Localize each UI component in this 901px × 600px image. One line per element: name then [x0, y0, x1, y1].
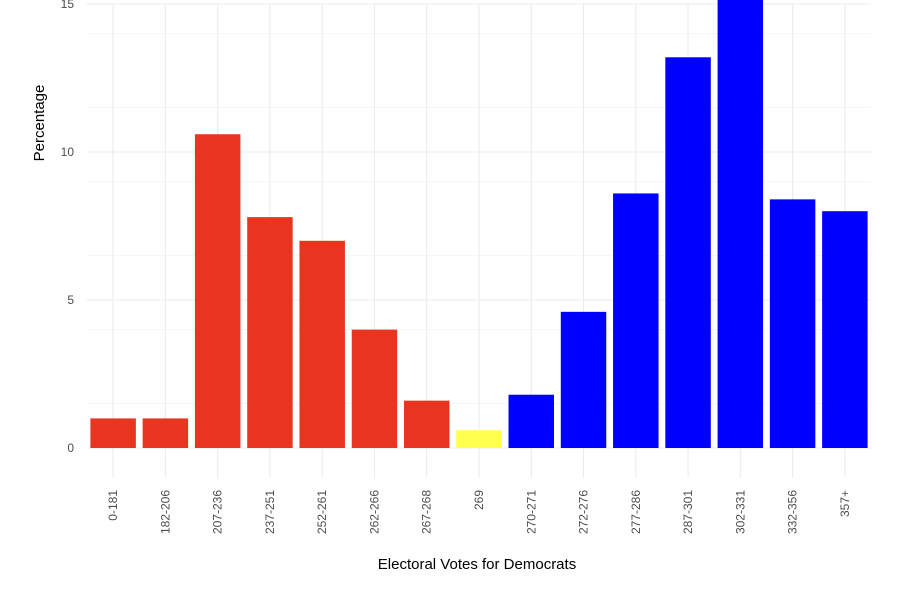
x-axis-title: Electoral Votes for Democrats: [378, 556, 576, 573]
x-tick-label: 269: [472, 490, 486, 510]
x-tick-label: 332-356: [786, 490, 800, 534]
x-tick-label: 252-261: [315, 490, 329, 534]
x-tick-label: 262-266: [367, 490, 381, 534]
y-tick-label: 10: [61, 145, 75, 159]
bar-207-236: [194, 134, 241, 449]
x-tick-label: 357+: [838, 490, 852, 517]
bar-0-181: [90, 418, 136, 448]
x-tick-label: 272-276: [577, 490, 591, 534]
x-tick-label: 267-268: [420, 490, 434, 534]
bar-332-356: [769, 199, 816, 448]
x-tick-label: 0-181: [106, 490, 120, 521]
y-tick-label: 0: [67, 441, 74, 455]
bar-262-266: [351, 329, 398, 448]
bar-237-251: [247, 217, 293, 448]
bar-357+: [822, 211, 868, 448]
x-tick-label: 207-236: [211, 490, 225, 534]
bar-272-276: [560, 311, 607, 448]
bar-267-268: [404, 400, 450, 448]
x-tick-label: 302-331: [733, 490, 747, 534]
x-tick-label: 277-286: [629, 490, 643, 534]
bar-270-271: [508, 394, 554, 448]
bar-182-206: [142, 418, 189, 448]
bar-302-331: [717, 0, 764, 448]
y-axis-title: Percentage: [31, 85, 48, 162]
y-tick-label: 5: [67, 293, 74, 307]
bar-277-286: [613, 193, 659, 448]
y-tick-labels: 0 5 10 15: [61, 0, 75, 455]
x-tick-labels: 0-181 182-206 207-236 237-251 252-261 262-266…: [106, 490, 852, 534]
x-tick-label: 287-301: [681, 490, 695, 534]
y-tick-label: 15: [61, 0, 75, 11]
bar-269: [456, 430, 502, 448]
x-tick-label: 237-251: [263, 490, 277, 534]
x-tick-label: 182-206: [158, 490, 172, 534]
bar-252-261: [299, 240, 345, 448]
bar-287-301: [665, 57, 711, 448]
x-tick-label: 270-271: [524, 490, 538, 534]
bars: [90, 0, 868, 449]
